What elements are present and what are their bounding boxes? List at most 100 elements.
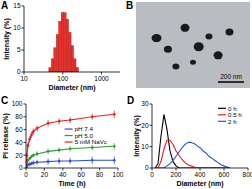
error-bar bbox=[59, 118, 60, 124]
bar bbox=[61, 13, 63, 72]
y-tick bbox=[150, 168, 153, 169]
panel-letter: B bbox=[126, 0, 133, 11]
point bbox=[69, 148, 72, 151]
y-tick-label: 60 bbox=[15, 126, 23, 133]
error-bar bbox=[59, 148, 60, 153]
bar bbox=[49, 68, 51, 72]
point bbox=[32, 162, 35, 165]
point bbox=[47, 160, 50, 163]
x-axis-label: Diameter (nm) bbox=[176, 180, 223, 188]
y-axis bbox=[152, 104, 153, 168]
legend: pH 7.4pH 5.05 mM NaVc bbox=[65, 125, 107, 145]
particle bbox=[152, 34, 162, 42]
series-line bbox=[155, 115, 230, 168]
bar bbox=[51, 59, 53, 72]
y-tick-label: 80 bbox=[15, 113, 23, 120]
y-tick-label: 5 bbox=[17, 46, 21, 53]
point bbox=[58, 120, 61, 123]
series-line bbox=[26, 114, 114, 168]
x-tick-label: 800 bbox=[243, 171, 252, 178]
x-tick-label: 200 bbox=[171, 171, 182, 178]
bar bbox=[54, 48, 56, 72]
point bbox=[28, 138, 31, 141]
y-tick bbox=[24, 155, 27, 156]
y-tick-label: 10 bbox=[13, 24, 21, 31]
y-tick bbox=[24, 116, 27, 117]
particle bbox=[164, 46, 172, 53]
point bbox=[69, 119, 72, 122]
point bbox=[32, 154, 35, 157]
x-tick-label: 80 bbox=[96, 171, 104, 178]
x-tick-label: 100 bbox=[113, 171, 124, 178]
x-tick-label: 0 bbox=[150, 171, 154, 178]
error-bar bbox=[114, 110, 115, 118]
error-bar bbox=[33, 153, 34, 157]
error-bar bbox=[33, 128, 34, 134]
y-axis-label: Intensity (%) bbox=[133, 115, 141, 157]
x-tick-label: 10 bbox=[20, 75, 28, 82]
micrograph bbox=[136, 2, 250, 88]
y-tick bbox=[22, 50, 25, 51]
y-tick-label: 0 bbox=[17, 68, 21, 75]
point bbox=[36, 161, 39, 164]
point bbox=[91, 146, 94, 149]
x-tick-label: 40 bbox=[59, 171, 67, 178]
point bbox=[30, 133, 33, 136]
point bbox=[91, 116, 94, 119]
error-bar bbox=[31, 162, 32, 166]
x-axis bbox=[26, 168, 118, 169]
x-tick-label: 400 bbox=[195, 171, 206, 178]
error-bar bbox=[37, 125, 38, 131]
y-tick-label: 20 bbox=[15, 152, 23, 159]
y-axis-label: Intensity (%) bbox=[3, 18, 11, 60]
x-axis bbox=[24, 72, 120, 73]
bar bbox=[76, 68, 78, 72]
particle bbox=[172, 64, 179, 70]
point bbox=[58, 149, 61, 152]
error-bar bbox=[31, 155, 32, 159]
point bbox=[32, 130, 35, 133]
x-tick-label: 20 bbox=[41, 171, 49, 178]
bar bbox=[74, 59, 76, 72]
y-tick-label: 20 bbox=[141, 122, 149, 129]
bar bbox=[56, 35, 58, 72]
error-bar bbox=[37, 160, 38, 165]
particle bbox=[205, 33, 212, 39]
y-axis-label: PI release (%) bbox=[2, 113, 10, 159]
particle bbox=[181, 24, 190, 32]
x-tick-label: 0 bbox=[24, 171, 28, 178]
legend-label: 2 h bbox=[228, 118, 237, 125]
point bbox=[36, 153, 39, 156]
point bbox=[113, 145, 116, 148]
y-tick-label: 40 bbox=[15, 139, 23, 146]
error-bar bbox=[92, 156, 93, 164]
x-axis-label: Diameter (nm) bbox=[48, 84, 95, 92]
bar bbox=[71, 46, 73, 72]
point bbox=[58, 160, 61, 163]
plot-area bbox=[155, 115, 230, 168]
error-bar bbox=[70, 158, 71, 164]
x-tick-label: 600 bbox=[219, 171, 230, 178]
series-line bbox=[155, 142, 230, 168]
point bbox=[36, 127, 39, 130]
x-tick-label: 100 bbox=[57, 75, 68, 82]
point bbox=[113, 159, 116, 162]
panel-letter: A bbox=[1, 0, 8, 11]
x-tick-label: 60 bbox=[78, 171, 86, 178]
error-bar bbox=[59, 158, 60, 164]
y-tick-label: 15 bbox=[13, 2, 21, 9]
particle bbox=[190, 60, 196, 65]
point bbox=[91, 159, 94, 162]
legend-swatch bbox=[218, 108, 226, 109]
legend-swatch bbox=[65, 135, 73, 136]
panel-letter: D bbox=[127, 95, 134, 106]
x-tick-label: 1000 bbox=[94, 75, 109, 82]
y-axis bbox=[26, 104, 27, 168]
plot-area bbox=[26, 110, 116, 168]
point bbox=[113, 113, 116, 116]
y-tick-label: 10 bbox=[141, 143, 149, 150]
error-bar bbox=[114, 156, 115, 164]
point bbox=[27, 144, 30, 147]
y-tick bbox=[24, 142, 27, 143]
legend-swatch bbox=[218, 121, 226, 122]
